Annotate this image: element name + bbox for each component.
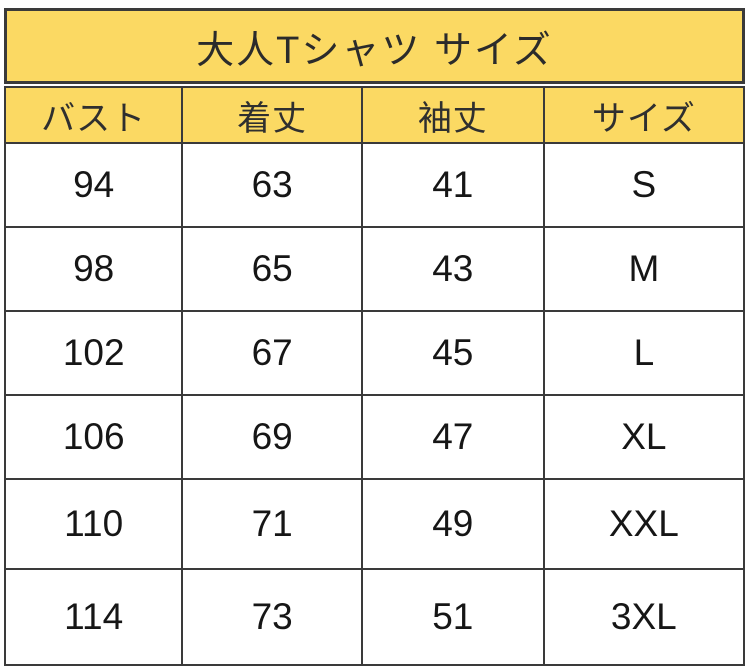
cell-size: L: [542, 310, 746, 396]
table-row: 106 69 47 XL: [3, 394, 746, 480]
cell-length: 63: [181, 142, 363, 228]
cell-bust: 98: [3, 226, 184, 312]
table-row: 114 73 51 3XL: [3, 568, 746, 666]
size-table-header: バスト 着丈 袖丈 サイズ: [3, 86, 746, 144]
cell-sleeve: 51: [360, 568, 545, 666]
cell-bust: 102: [3, 310, 184, 396]
cell-sleeve: 47: [360, 394, 545, 480]
table-row: 110 71 49 XXL: [3, 478, 746, 570]
cell-length: 69: [181, 394, 363, 480]
cell-sleeve: 41: [360, 142, 545, 228]
size-chart-title: 大人Tシャツ サイズ: [4, 8, 745, 84]
cell-size: 3XL: [542, 568, 746, 666]
header-cell-sleeve: 袖丈: [360, 86, 545, 144]
table-row: 102 67 45 L: [3, 310, 746, 396]
cell-size: XXL: [542, 478, 746, 570]
cell-bust: 94: [3, 142, 184, 228]
cell-sleeve: 45: [360, 310, 545, 396]
size-table: バスト 着丈 袖丈 サイズ 94 63 41 S 98 65 43 M 102 …: [3, 86, 746, 666]
cell-length: 65: [181, 226, 363, 312]
header-row: バスト 着丈 袖丈 サイズ: [3, 86, 746, 144]
cell-length: 71: [181, 478, 363, 570]
cell-size: S: [542, 142, 746, 228]
table-row: 94 63 41 S: [3, 142, 746, 228]
cell-length: 73: [181, 568, 363, 666]
cell-size: M: [542, 226, 746, 312]
cell-length: 67: [181, 310, 363, 396]
cell-sleeve: 43: [360, 226, 545, 312]
header-cell-size: サイズ: [542, 86, 746, 144]
table-row: 98 65 43 M: [3, 226, 746, 312]
header-cell-bust: バスト: [3, 86, 184, 144]
cell-bust: 114: [3, 568, 184, 666]
cell-size: XL: [542, 394, 746, 480]
cell-bust: 106: [3, 394, 184, 480]
header-cell-length: 着丈: [181, 86, 363, 144]
size-table-body: 94 63 41 S 98 65 43 M 102 67 45 L 106 69…: [3, 142, 746, 666]
cell-bust: 110: [3, 478, 184, 570]
cell-sleeve: 49: [360, 478, 545, 570]
